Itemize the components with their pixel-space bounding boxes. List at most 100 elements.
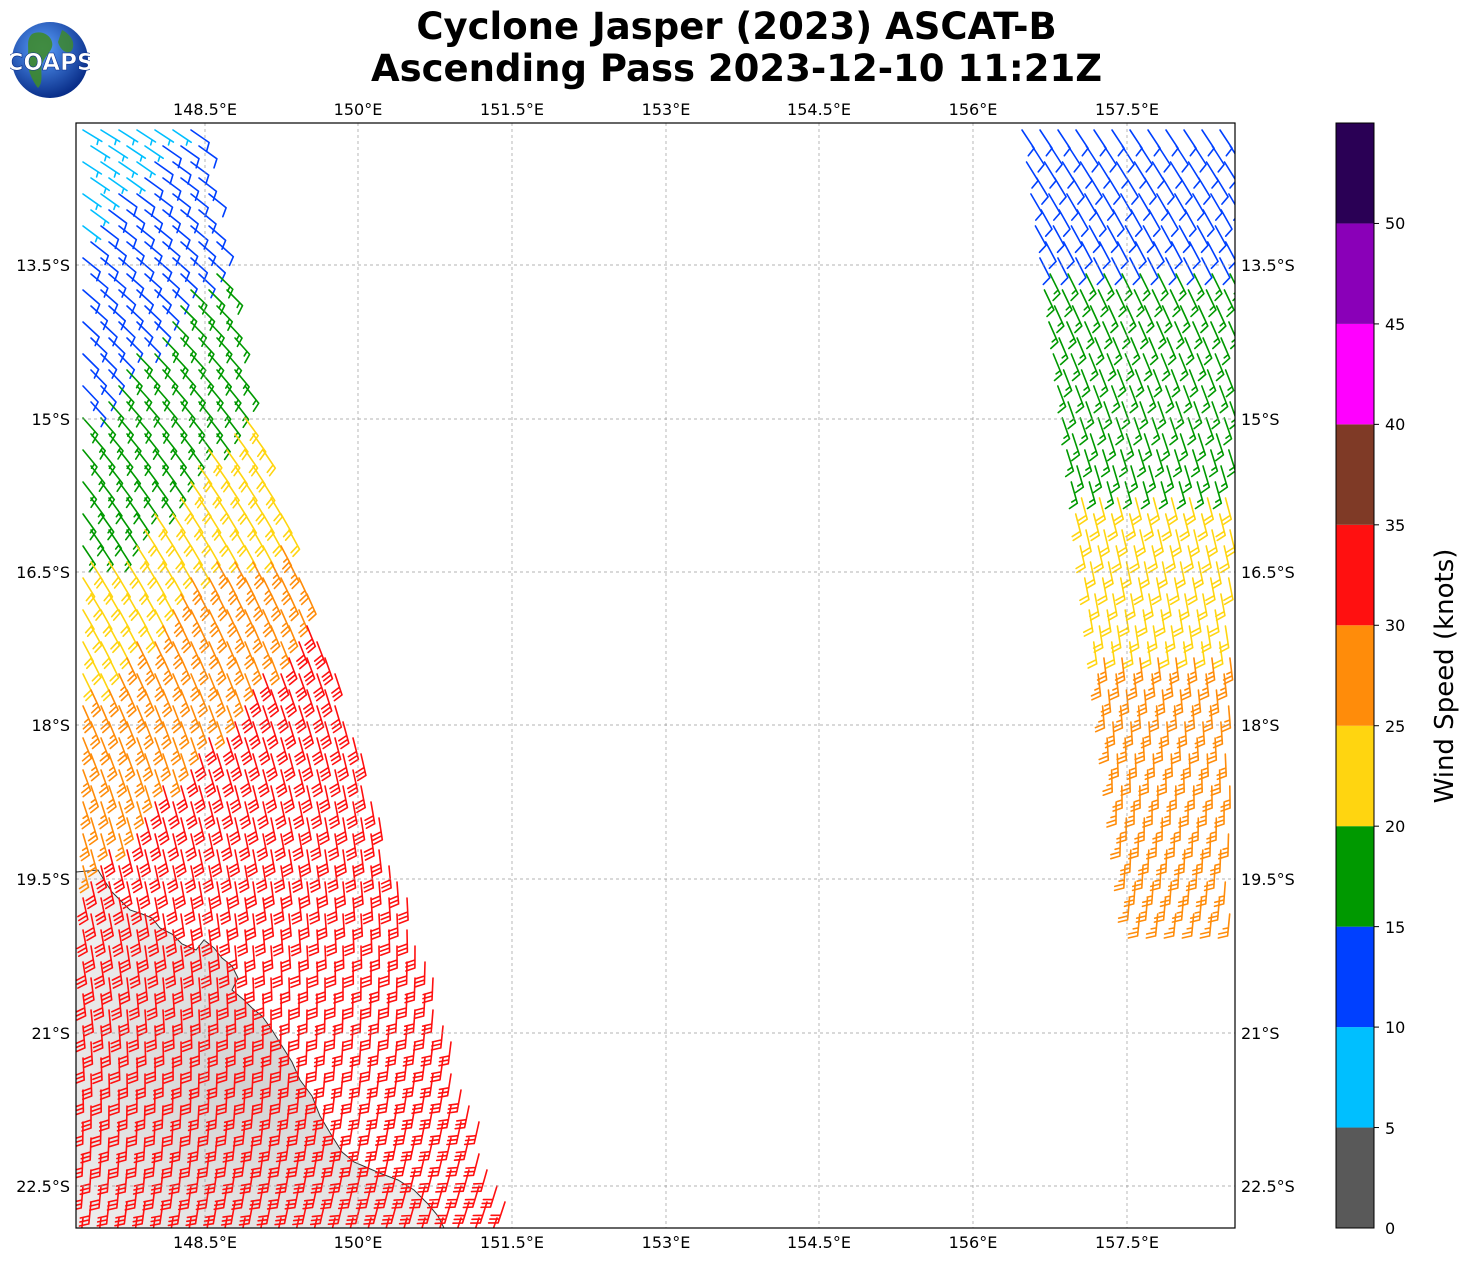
wind-barb — [1067, 145, 1081, 173]
wind-barb — [126, 497, 141, 525]
colorbar-bin — [1336, 223, 1374, 324]
wind-barb — [320, 689, 333, 718]
wind-barb — [108, 401, 125, 428]
wind-barb — [1203, 865, 1216, 892]
wind-barb — [380, 897, 392, 925]
wind-barb — [267, 1153, 282, 1179]
wind-barb — [394, 1057, 408, 1083]
wind-barb — [1066, 321, 1077, 350]
wind-barb — [244, 641, 255, 670]
wind-barb — [204, 769, 217, 798]
wind-barb — [1124, 801, 1135, 828]
wind-barb — [385, 1009, 398, 1036]
wind-barb — [162, 241, 181, 266]
wind-barb — [1142, 353, 1153, 382]
wind-barb — [100, 545, 114, 573]
wind-barb — [82, 577, 96, 605]
lon-label: 153°E — [642, 100, 691, 119]
wind-barb — [1142, 225, 1155, 254]
wind-barb — [198, 1089, 210, 1116]
wind-barb — [1201, 545, 1212, 574]
wind-barb — [293, 769, 306, 798]
wind-barb — [1126, 673, 1138, 701]
wind-barb — [1161, 177, 1175, 205]
wind-barb — [188, 1073, 200, 1100]
wind-barb — [80, 1137, 92, 1164]
wind-barb — [381, 1201, 398, 1225]
wind-barb — [1116, 817, 1128, 844]
wind-barb — [1196, 353, 1207, 382]
wind-barb — [234, 465, 249, 493]
wind-barb — [1187, 289, 1199, 318]
wind-barb — [1179, 305, 1191, 334]
wind-barb — [1154, 689, 1166, 717]
wind-barb — [164, 993, 176, 1021]
wind-barb — [182, 961, 194, 989]
wind-barb — [90, 177, 110, 194]
wind-barb — [429, 1089, 444, 1114]
wind-barb — [236, 961, 248, 989]
wind-barb — [1144, 673, 1156, 701]
wind-barb — [216, 433, 231, 461]
wind-barb — [195, 1185, 210, 1211]
wind-barb — [100, 673, 112, 702]
wind-barb — [1167, 865, 1180, 892]
wind-barb — [353, 849, 365, 877]
colorbar-tick-label: 30 — [1385, 616, 1405, 635]
wind-barb — [1112, 705, 1124, 733]
wind-barb — [162, 593, 175, 622]
wind-barb — [190, 321, 208, 347]
wind-barb — [209, 913, 221, 941]
wind-barb — [1115, 577, 1126, 606]
wind-barb — [1201, 129, 1215, 157]
title-line-1: Cyclone Jasper (2023) ASCAT-B — [416, 5, 1057, 48]
wind-barb — [149, 865, 161, 894]
wind-barb — [1152, 737, 1164, 765]
wind-barb — [100, 225, 120, 250]
wind-barb — [252, 625, 263, 654]
wind-barb — [107, 721, 119, 750]
wind-barb — [126, 177, 146, 195]
wind-barb — [76, 1153, 84, 1179]
wind-barb — [344, 929, 355, 957]
wind-barb — [286, 1089, 300, 1115]
wind-barb — [1217, 913, 1231, 939]
wind-barb — [1187, 417, 1197, 446]
wind-barb — [1184, 785, 1195, 812]
wind-barb — [1151, 161, 1165, 189]
wind-barb — [121, 849, 134, 878]
wind-barb — [106, 785, 117, 814]
wind-barb — [1097, 161, 1111, 189]
wind-barb — [165, 929, 177, 957]
wind-barb — [347, 769, 359, 798]
wind-barb — [207, 673, 219, 702]
wind-barb — [288, 1025, 300, 1052]
wind-barb — [216, 561, 229, 589]
wind-barb — [226, 609, 238, 638]
wind-barb — [217, 1025, 228, 1052]
wind-barb — [1158, 481, 1169, 510]
wind-barb — [401, 1073, 416, 1099]
wind-barb — [216, 1057, 228, 1084]
wind-barb — [1137, 609, 1148, 637]
wind-barb — [198, 561, 211, 589]
wind-barb — [1193, 561, 1204, 590]
wind-barb — [350, 1009, 362, 1036]
wind-barb — [90, 273, 109, 298]
wind-barb — [262, 641, 273, 670]
wind-barb — [172, 193, 192, 218]
wind-barb — [136, 289, 154, 315]
wind-barb — [136, 225, 155, 250]
wind-barb — [1113, 865, 1126, 892]
wind-barb — [1134, 369, 1145, 398]
wind-barb — [261, 1009, 272, 1036]
wind-barb — [1216, 673, 1228, 701]
wind-barb — [1129, 257, 1141, 286]
wind-barb — [1146, 465, 1157, 494]
wind-barb — [1160, 225, 1173, 254]
longitude-labels-top: 148.5°E 150°E 151.5°E 153°E 154.5°E 156°… — [173, 100, 1159, 119]
wind-barb — [1108, 673, 1120, 701]
wind-barb — [1124, 353, 1135, 382]
wind-barb — [130, 929, 142, 957]
wind-barb — [100, 321, 118, 347]
